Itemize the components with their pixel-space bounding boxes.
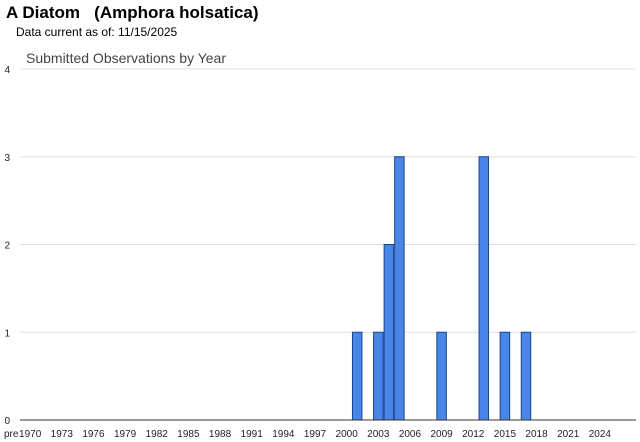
page-title: A Diatom (Amphora holsatica) bbox=[6, 3, 259, 22]
bar-2017 bbox=[520, 331, 532, 421]
x-tick-label: 1973 bbox=[51, 429, 74, 440]
chart-gridlines bbox=[20, 68, 636, 333]
x-tick-label: 2009 bbox=[430, 429, 453, 440]
y-tick-label: 2 bbox=[4, 241, 10, 252]
data-currency-note: Data current as of: 11/15/2025 bbox=[16, 25, 178, 39]
chart-bars bbox=[351, 156, 532, 421]
x-tick-label: 1988 bbox=[209, 429, 232, 440]
chart-title: Submitted Observations by Year bbox=[26, 50, 226, 66]
bar-2001 bbox=[351, 331, 363, 421]
y-tick-label: 3 bbox=[4, 153, 10, 164]
y-tick-label: 1 bbox=[4, 328, 10, 339]
bar-2005 bbox=[394, 156, 405, 421]
x-axis-ticks: pre 1970 1973 1976 1979 1982 1985 1988 1991 1994 1… bbox=[4, 429, 611, 440]
x-tick-label: 2000 bbox=[336, 429, 359, 440]
bar-2004 bbox=[383, 244, 395, 421]
bar-2013 bbox=[478, 156, 490, 421]
x-tick-label: 2024 bbox=[589, 429, 612, 440]
x-tick-label: 2012 bbox=[462, 429, 485, 440]
x-tick-label: 1976 bbox=[82, 429, 105, 440]
x-tick-label: 1979 bbox=[114, 429, 137, 440]
x-tick-label: 2021 bbox=[557, 429, 580, 440]
x-tick-label: 1970 bbox=[19, 429, 42, 440]
y-tick-label: 4 bbox=[4, 65, 10, 76]
y-tick-label: 0 bbox=[4, 416, 10, 427]
x-tick-label: pre bbox=[4, 429, 19, 440]
x-tick-label: 1985 bbox=[177, 429, 200, 440]
x-tick-label: 1991 bbox=[241, 429, 264, 440]
x-tick-label: 2003 bbox=[367, 429, 390, 440]
bar-2009 bbox=[436, 331, 447, 421]
bar-2015 bbox=[499, 331, 511, 421]
x-tick-label: 1982 bbox=[146, 429, 169, 440]
x-tick-label: 1997 bbox=[304, 429, 327, 440]
bar-2003 bbox=[373, 331, 384, 421]
x-tick-label: 2018 bbox=[525, 429, 548, 440]
x-tick-label: 1994 bbox=[272, 429, 295, 440]
x-tick-label: 2006 bbox=[399, 429, 422, 440]
y-axis-ticks: 0 1 2 3 4 bbox=[4, 65, 10, 427]
x-tick-label: 2015 bbox=[494, 429, 517, 440]
